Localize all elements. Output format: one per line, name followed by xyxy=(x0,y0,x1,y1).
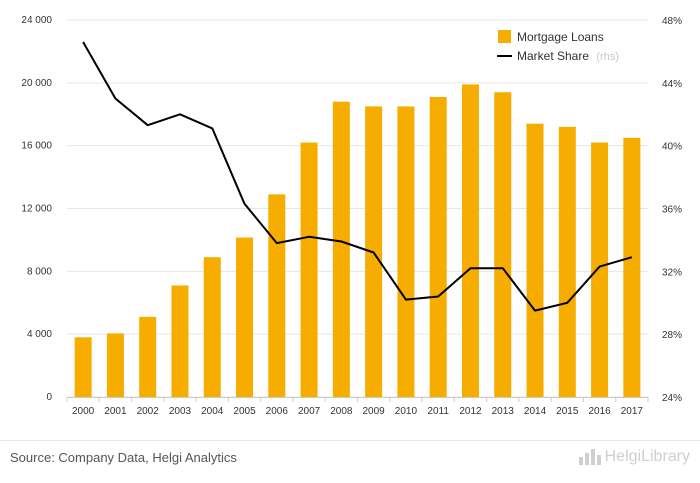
bar-2007 xyxy=(300,142,318,397)
x-tick-label: 2000 xyxy=(72,406,95,417)
bar-series xyxy=(74,84,641,398)
x-tick-label: 2001 xyxy=(104,406,127,417)
x-tick-label: 2012 xyxy=(459,406,482,417)
library-icon xyxy=(578,449,601,465)
grid-lines xyxy=(67,19,648,398)
right-tick-label: 36% xyxy=(662,205,682,216)
right-tick-label: 44% xyxy=(662,79,682,90)
chart: 2000 2001 2002 2003 2004 2005 2006 2007 2008 2009… xyxy=(21,15,682,417)
x-tick-label: 2002 xyxy=(137,406,160,417)
bar-2012 xyxy=(461,84,479,397)
bar-2001 xyxy=(106,333,124,397)
x-tick-label: 2013 xyxy=(492,406,515,417)
right-tick-label: 28% xyxy=(662,330,682,341)
x-tick-label: 2016 xyxy=(588,406,611,417)
x-tick-label: 2007 xyxy=(298,406,321,417)
x-axis: 2000 2001 2002 2003 2004 2005 2006 2007 2008 2009… xyxy=(66,397,649,417)
legend-note-rhs: (rhs) xyxy=(596,51,619,63)
bar-2013 xyxy=(494,92,512,397)
right-tick-label: 48% xyxy=(662,16,682,27)
bar-2011 xyxy=(429,96,447,398)
x-tick-label: 2009 xyxy=(363,406,386,417)
right-tick-label: 32% xyxy=(662,267,682,278)
bar-2000 xyxy=(74,337,92,397)
bar-2003 xyxy=(171,285,189,397)
x-tick-label: 2011 xyxy=(427,406,449,417)
svg-text:Market Share (rhs): Market Share (rhs) xyxy=(517,49,619,63)
left-tick-label: 0 xyxy=(46,392,52,403)
right-axis: 24% 28% 32% 36% 40% 44% 48% xyxy=(662,16,682,404)
bar-2002 xyxy=(139,316,157,397)
x-tick-label: 2005 xyxy=(233,406,256,417)
x-tick-label: 2004 xyxy=(201,406,224,417)
bar-2010 xyxy=(397,106,415,397)
bar-2006 xyxy=(268,194,286,397)
legend-label-market-share: Market Share xyxy=(517,49,589,63)
left-axis: 0 4 000 8 000 12 000 16 000 20 000 24 000 xyxy=(21,15,52,403)
left-tick-label: 12 000 xyxy=(21,204,52,215)
bar-2008 xyxy=(332,101,350,397)
x-tick-label: 2017 xyxy=(621,406,644,417)
left-tick-label: 8 000 xyxy=(27,266,52,277)
brand-logo: HelgiLibrary xyxy=(578,448,690,466)
left-tick-label: 20 000 xyxy=(21,78,52,89)
legend-swatch-mortgage-loans xyxy=(498,30,511,43)
right-tick-label: 40% xyxy=(662,142,682,153)
legend: Mortgage Loans Market Share (rhs) xyxy=(497,30,619,63)
legend-label-mortgage-loans: Mortgage Loans xyxy=(517,30,604,44)
brand-name: HelgiLibrary xyxy=(604,448,690,465)
x-tick-label: 2006 xyxy=(266,406,289,417)
x-tick-label: 2003 xyxy=(169,406,192,417)
bar-2014 xyxy=(526,123,544,398)
x-tick-label: 2014 xyxy=(524,406,547,417)
right-tick-label: 24% xyxy=(662,393,682,404)
source-note: Source: Company Data, Helgi Analytics xyxy=(10,450,237,465)
bar-2017 xyxy=(623,137,641,397)
market-share-line xyxy=(82,41,633,312)
x-tick-label: 2015 xyxy=(556,406,579,417)
left-tick-label: 4 000 xyxy=(27,329,52,340)
bar-2016 xyxy=(591,142,609,397)
footer-divider xyxy=(0,440,700,441)
bar-2015 xyxy=(558,126,576,398)
bar-2004 xyxy=(203,257,221,397)
left-tick-label: 24 000 xyxy=(21,15,52,26)
left-tick-label: 16 000 xyxy=(21,141,52,152)
line-series xyxy=(82,41,633,312)
bar-2005 xyxy=(236,237,254,397)
x-tick-label: 2008 xyxy=(330,406,353,417)
x-tick-label: 2010 xyxy=(395,406,418,417)
